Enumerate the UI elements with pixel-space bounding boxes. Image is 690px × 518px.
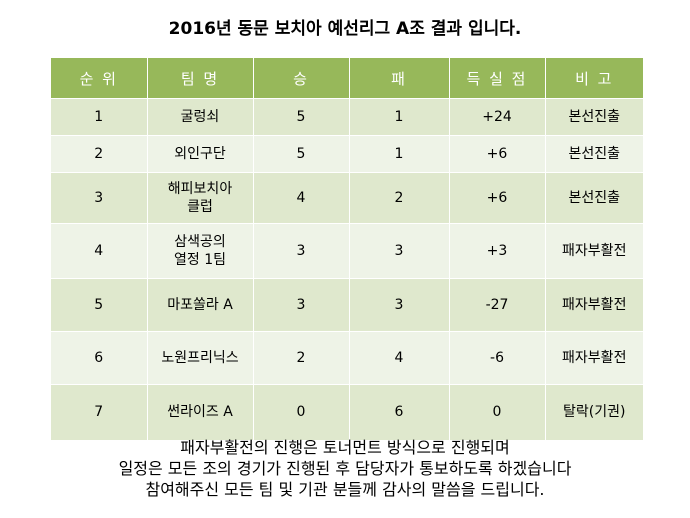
cell-rank: 6 <box>51 331 148 385</box>
cell-rank: 3 <box>51 172 148 224</box>
cell-rank: 1 <box>51 98 148 136</box>
cell-point-diff: +24 <box>449 98 546 136</box>
cell-point-diff: +3 <box>449 223 546 279</box>
table-row: 1 굴렁쇠 5 1 +24 본선진출 <box>51 98 643 136</box>
cell-point-diff: +6 <box>449 135 546 173</box>
cell-losses: 2 <box>349 172 450 224</box>
cell-point-diff: +6 <box>449 172 546 224</box>
cell-wins: 2 <box>253 331 350 385</box>
cell-rank: 5 <box>51 278 148 332</box>
cell-team: 노원프리닉스 <box>147 331 254 385</box>
header-team: 팀 명 <box>147 58 254 99</box>
cell-rank: 4 <box>51 223 148 279</box>
cell-losses: 1 <box>349 98 450 136</box>
cell-losses: 3 <box>349 278 450 332</box>
header-wins: 승 <box>253 58 350 99</box>
table-row: 3 해피보치아 클럽 4 2 +6 본선진출 <box>51 172 643 224</box>
notice-text: 패자부활전의 진행은 토너먼트 방식으로 진행되며 일정은 모든 조의 경기가 … <box>0 437 690 500</box>
table-row: 2 외인구단 5 1 +6 본선진출 <box>51 135 643 173</box>
cell-losses: 1 <box>349 135 450 173</box>
cell-wins: 3 <box>253 278 350 332</box>
cell-wins: 3 <box>253 223 350 279</box>
notice-line: 일정은 모든 조의 경기가 진행된 후 담당자가 통보하도록 하겠습니다 <box>118 459 572 478</box>
cell-team: 썬라이즈 A <box>147 384 254 440</box>
table-row: 5 마포쏠라 A 3 3 -27 패자부활전 <box>51 278 643 332</box>
results-table: 순 위 팀 명 승 패 득 실 점 비 고 1 굴렁쇠 5 1 +24 본선진출 2 외인구단… <box>51 58 643 440</box>
cell-remarks: 본선진출 <box>545 172 643 224</box>
cell-team: 외인구단 <box>147 135 254 173</box>
header-remarks: 비 고 <box>545 58 643 99</box>
cell-remarks: 본선진출 <box>545 135 643 173</box>
cell-wins: 5 <box>253 135 350 173</box>
notice-line: 참여해주신 모든 팀 및 기관 분들께 감사의 말씀을 드립니다. <box>145 480 545 499</box>
cell-wins: 5 <box>253 98 350 136</box>
cell-losses: 3 <box>349 223 450 279</box>
cell-team: 해피보치아 클럽 <box>147 172 254 224</box>
table-row: 7 썬라이즈 A 0 6 0 탈락(기권) <box>51 384 643 440</box>
cell-point-diff: -27 <box>449 278 546 332</box>
table-row: 4 삼색공의 열정 1팀 3 3 +3 패자부활전 <box>51 223 643 279</box>
cell-rank: 2 <box>51 135 148 173</box>
cell-team: 삼색공의 열정 1팀 <box>147 223 254 279</box>
notice-line: 패자부활전의 진행은 토너먼트 방식으로 진행되며 <box>180 438 510 457</box>
cell-wins: 4 <box>253 172 350 224</box>
cell-wins: 0 <box>253 384 350 440</box>
cell-team: 굴렁쇠 <box>147 98 254 136</box>
cell-team: 마포쏠라 A <box>147 278 254 332</box>
table-row: 6 노원프리닉스 2 4 -6 패자부활전 <box>51 331 643 385</box>
cell-remarks: 패자부활전 <box>545 223 643 279</box>
cell-losses: 4 <box>349 331 450 385</box>
cell-point-diff: 0 <box>449 384 546 440</box>
cell-remarks: 본선진출 <box>545 98 643 136</box>
cell-losses: 6 <box>349 384 450 440</box>
cell-remarks: 탈락(기권) <box>545 384 643 440</box>
cell-rank: 7 <box>51 384 148 440</box>
cell-remarks: 패자부활전 <box>545 278 643 332</box>
table-header-row: 순 위 팀 명 승 패 득 실 점 비 고 <box>51 58 643 99</box>
cell-remarks: 패자부활전 <box>545 331 643 385</box>
cell-point-diff: -6 <box>449 331 546 385</box>
header-point-diff: 득 실 점 <box>449 58 546 99</box>
header-rank: 순 위 <box>51 58 148 99</box>
page-title: 2016년 동문 보치아 예선리그 A조 결과 입니다. <box>168 19 522 39</box>
header-losses: 패 <box>349 58 450 99</box>
